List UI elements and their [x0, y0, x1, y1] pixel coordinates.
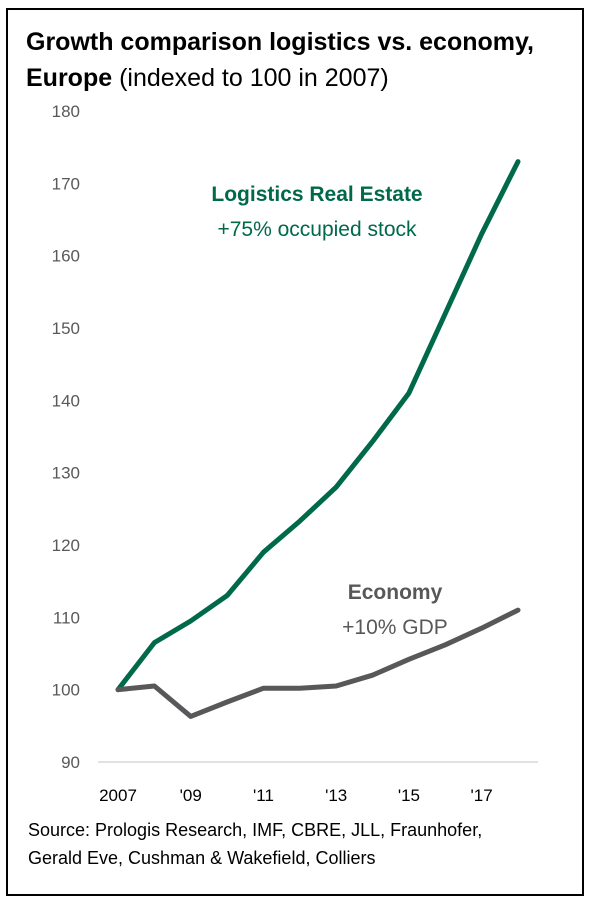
x-tick-label: '11 — [253, 786, 274, 805]
chart-frame — [6, 8, 584, 896]
y-tick-label: 160 — [52, 247, 80, 266]
y-tick-label: 170 — [52, 174, 80, 193]
series-note-logistics: +75% occupied stock — [217, 218, 417, 241]
y-tick-label: 110 — [53, 608, 80, 627]
chart-title-bold-line2: Europe — [26, 64, 113, 92]
y-tick-label: 90 — [61, 753, 80, 772]
chart-title: Growth comparison logistics vs. economy,… — [26, 24, 586, 96]
series-note-economy: +10% GDP — [342, 616, 448, 639]
x-tick-label: '13 — [325, 786, 347, 805]
y-tick-label: 120 — [52, 536, 80, 555]
y-tick-label: 140 — [52, 391, 80, 410]
series-line-logistics-real-estate — [115, 159, 521, 693]
x-tick-label: 2007 — [99, 786, 137, 805]
y-tick-label: 180 — [52, 102, 80, 121]
x-tick-label: '17 — [471, 786, 493, 805]
series-label-logistics: Logistics Real Estate — [211, 183, 422, 206]
series-line-economy — [115, 607, 521, 719]
y-tick-label: 100 — [52, 681, 80, 700]
chart-subtitle: (indexed to 100 in 2007) — [119, 64, 389, 92]
chart-title-bold: Growth comparison logistics vs. economy, — [26, 28, 534, 56]
source-line-1: Source: Prologis Research, IMF, CBRE, JL… — [28, 820, 483, 840]
x-tick-label: '15 — [398, 786, 420, 805]
source-note: Source: Prologis Research, IMF, CBRE, JL… — [28, 816, 588, 872]
x-tick-label: '09 — [180, 786, 202, 805]
y-tick-label: 130 — [52, 464, 80, 483]
source-line-2: Gerald Eve, Cushman & Wakefield, Collier… — [28, 848, 376, 868]
y-tick-label: 150 — [52, 319, 80, 338]
series-label-economy: Economy — [348, 581, 443, 604]
